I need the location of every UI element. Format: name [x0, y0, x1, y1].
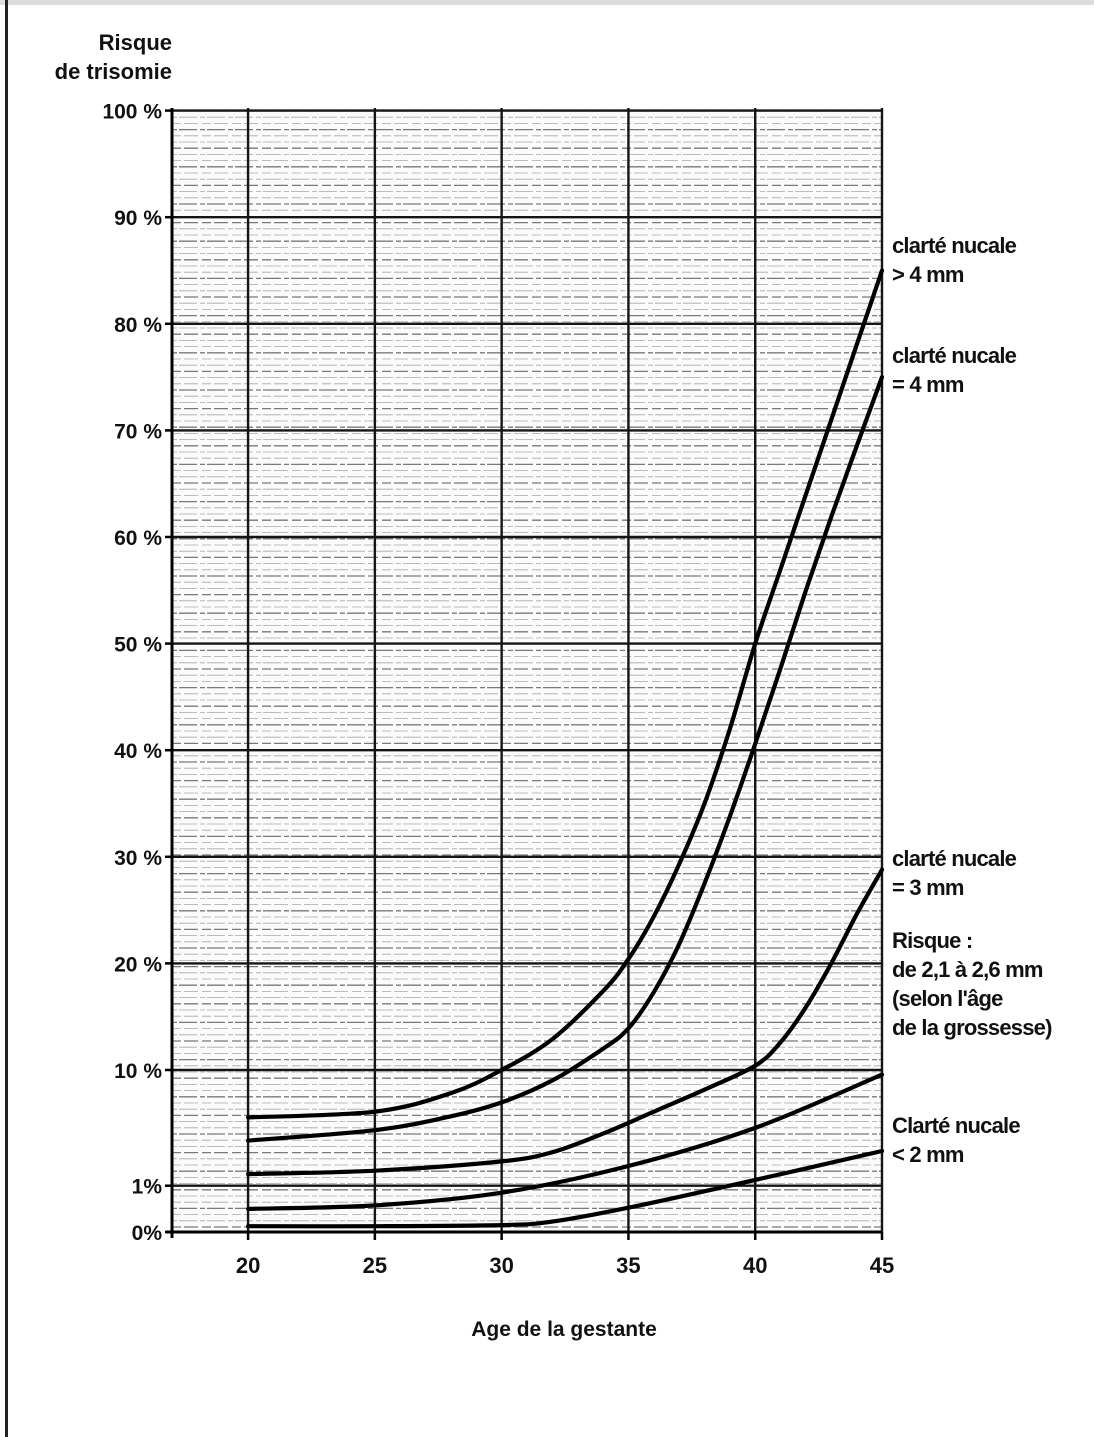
y-axis-label-line-2: de trisomie: [55, 59, 172, 84]
series-curve-5: [246, 1148, 885, 1229]
y-tick-label: 70 %: [114, 420, 162, 443]
y-tick-label: 20 %: [114, 953, 162, 976]
series-curve-4: [246, 1072, 885, 1211]
y-tick-label: 60 %: [114, 527, 162, 550]
x-tick-label: 40: [743, 1253, 767, 1278]
y-tick-label: 1%: [132, 1176, 163, 1199]
x-tick-label: 45: [870, 1253, 894, 1278]
series-curve-2: [246, 375, 885, 1143]
y-tick-labels: 0% 1% 10 % 20 % 30 % 40 % 50 % 60 % 70 % 80 % 90 %…: [102, 101, 162, 1245]
x-tick-label: 30: [489, 1253, 513, 1278]
curve-label-line: = 4 mm: [892, 372, 964, 397]
curve-label-line: Clarté nucale: [892, 1113, 1020, 1138]
curve-label-line: Risque :: [892, 928, 972, 953]
curve-label-line: clarté nucale: [892, 343, 1017, 368]
plot-area: [172, 108, 882, 1232]
y-axis-label-line-1: Risque: [99, 30, 172, 55]
y-tick-label: 0%: [132, 1222, 163, 1245]
y-tick-label: 50 %: [114, 634, 162, 657]
y-tick-label: 90 %: [114, 207, 162, 230]
curve-label-line: > 4 mm: [892, 262, 964, 287]
curve-label-line: de 2,1 à 2,6 mm: [892, 957, 1043, 982]
page-left-border: [5, 0, 8, 1437]
curve-label-3: clarté nucale = 3 mm: [892, 846, 1017, 900]
curve-label-line: < 2 mm: [892, 1142, 964, 1167]
series-curve-1: [246, 268, 885, 1120]
y-tick-label: 100 %: [102, 101, 162, 124]
axes: [165, 108, 884, 1240]
series-curve-3: [246, 867, 885, 1177]
x-tick-label: 25: [363, 1253, 387, 1278]
x-tick-labels: 20 25 30 35 40 45: [236, 1253, 894, 1278]
curve-label-2: clarté nucale = 4 mm: [892, 343, 1017, 397]
curve-label-5: Clarté nucale < 2 mm: [892, 1113, 1020, 1167]
grid: [172, 108, 884, 1234]
curve-label-1: clarté nucale > 4 mm: [892, 233, 1017, 287]
y-tick-label: 40 %: [114, 740, 162, 763]
series-group: [246, 268, 885, 1229]
y-tick-label: 10 %: [114, 1060, 162, 1083]
curve-label-4: Risque : de 2,1 à 2,6 mm (selon l'âge de la…: [892, 928, 1052, 1040]
curve-label-line: de la grossesse): [892, 1015, 1052, 1040]
curve-label-line: clarté nucale: [892, 233, 1017, 258]
y-tick-label: 30 %: [114, 847, 162, 870]
x-tick-label: 20: [236, 1253, 260, 1278]
x-tick-label: 35: [616, 1253, 640, 1278]
x-axis-label: Age de la gestante: [471, 1318, 657, 1341]
curve-label-line: = 3 mm: [892, 875, 964, 900]
curve-label-line: (selon l'âge: [892, 986, 1003, 1011]
curve-label-line: clarté nucale: [892, 846, 1017, 871]
y-tick-label: 80 %: [114, 314, 162, 337]
hatch-background: [172, 108, 882, 1232]
scan-top-edge: [0, 0, 1094, 5]
